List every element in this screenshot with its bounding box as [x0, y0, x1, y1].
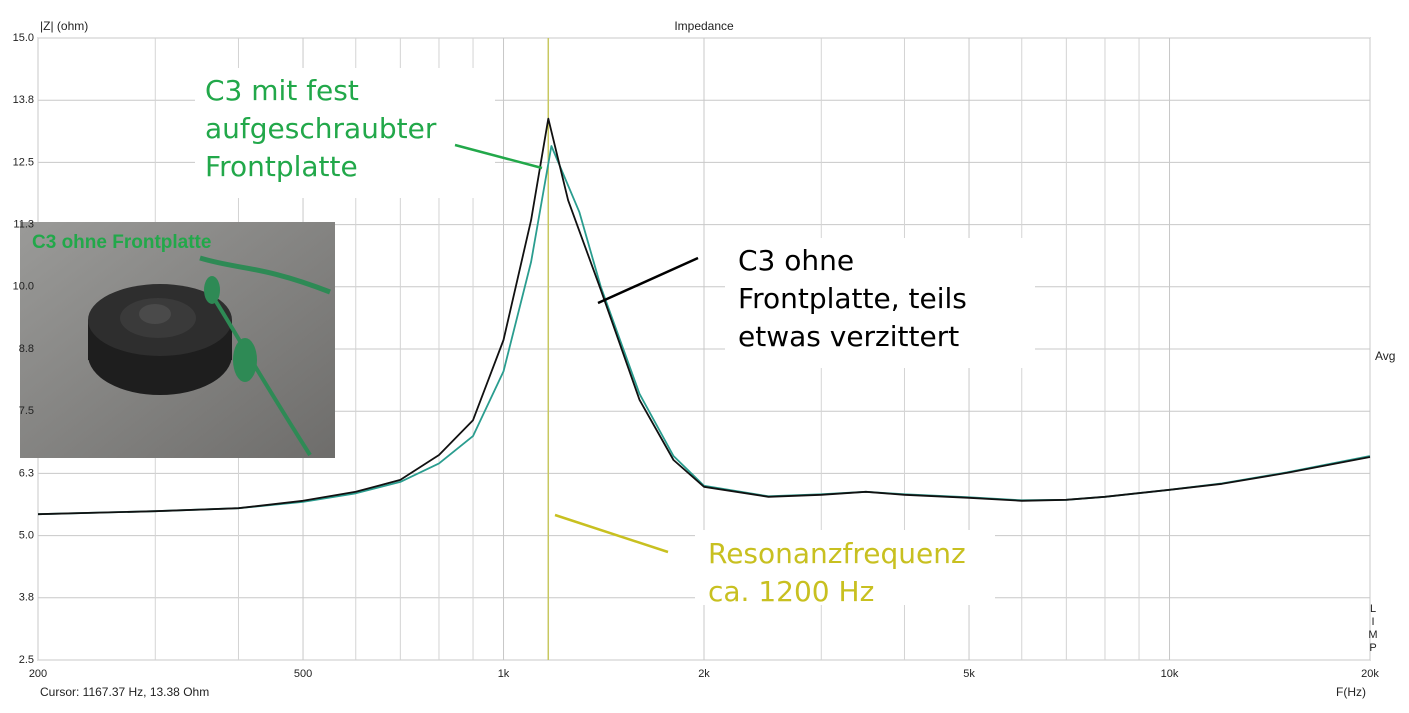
annotation-text: Frontplatte, teils: [738, 282, 967, 315]
y-tick-label: 6.3: [19, 467, 34, 479]
y-tick-label: 3.8: [19, 592, 34, 604]
annotation-text: etwas verzittert: [738, 320, 959, 353]
x-tick-label: 500: [294, 668, 312, 680]
y-tick-label: 13.8: [13, 94, 34, 106]
series-line: [37, 117, 1371, 516]
annotation-leader: [454, 143, 543, 170]
y-tick-label: 7.5: [19, 405, 34, 417]
x-tick-label: 20k: [1361, 668, 1379, 680]
x-tick-label: 5k: [963, 668, 975, 680]
y-tick-label: 12.5: [13, 156, 34, 168]
annotation-box: [725, 238, 1035, 368]
annotation-text: C3 ohne: [738, 244, 854, 277]
annotation-text: ca. 1200 Hz: [708, 575, 874, 608]
annotation-text: Frontplatte: [205, 150, 358, 183]
x-tick-label: 200: [29, 668, 47, 680]
photo-label: C3 ohne Frontplatte: [32, 232, 211, 253]
y-tick-label: 10.0: [13, 281, 34, 293]
annotation-leader: [554, 513, 669, 554]
cursor-label: Cursor: 1167.37 Hz, 13.38 Ohm: [40, 685, 209, 699]
right-label: Avg: [1375, 349, 1395, 363]
chart-title: Impedance: [674, 19, 734, 33]
x-axis-label: F(Hz): [1336, 685, 1366, 699]
y-tick-label: 8.8: [19, 343, 34, 355]
x-tick-label: 10k: [1161, 668, 1179, 680]
annotation-box: [695, 530, 995, 605]
annotation-text: aufgeschraubter: [205, 112, 437, 145]
photo: C3 ohne Frontplatte: [20, 222, 335, 458]
annotation-text: Resonanzfrequenz: [708, 537, 966, 570]
x-tick-label: 1k: [498, 668, 510, 680]
annotation-text: C3 mit fest: [205, 74, 359, 107]
annotation-box: [195, 68, 495, 198]
annotation-leader: [597, 256, 699, 305]
y-tick-label: 5.0: [19, 530, 34, 542]
x-tick-label: 2k: [698, 668, 710, 680]
side-label: LIMP: [1367, 603, 1379, 655]
y-tick-label: 15.0: [13, 32, 34, 44]
y-tick-label: 2.5: [19, 654, 34, 666]
y-tick-label: 11.3: [13, 219, 34, 231]
y-axis-label: |Z| (ohm): [40, 19, 88, 33]
